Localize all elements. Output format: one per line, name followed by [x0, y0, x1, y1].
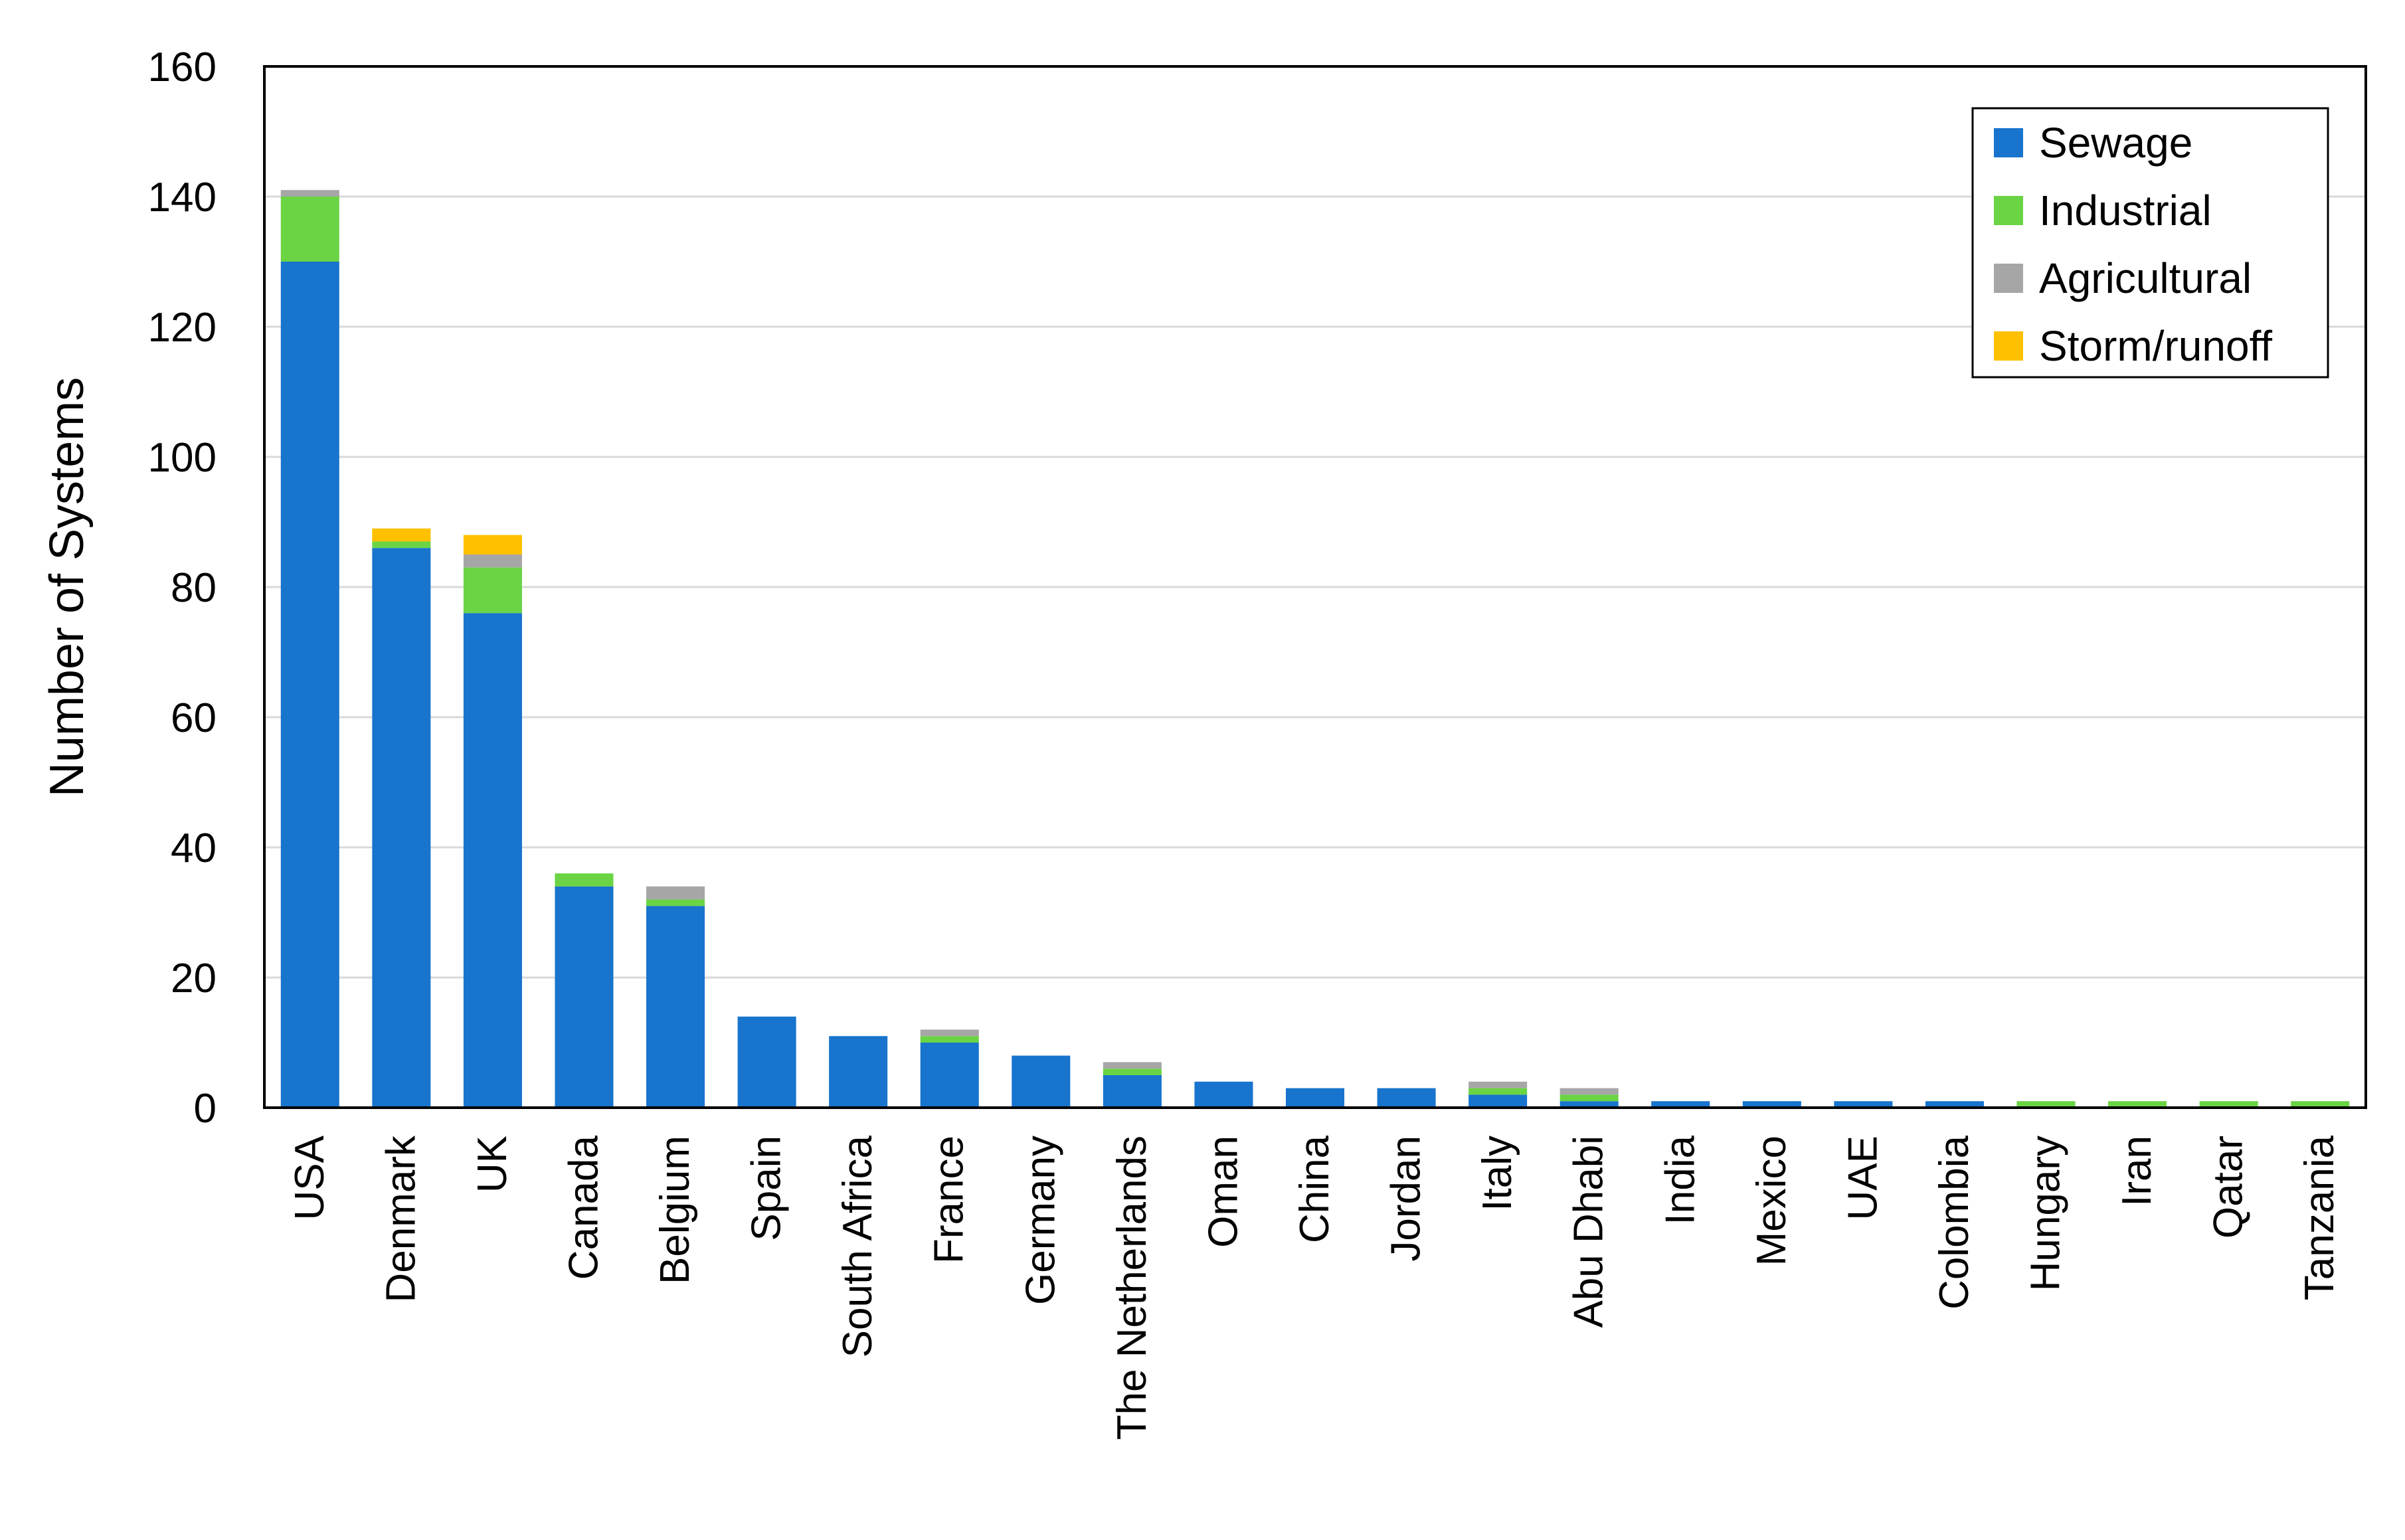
y-tick-label: 80: [171, 565, 217, 611]
bar-segment-industrial: [555, 873, 614, 887]
legend-swatch: [1994, 331, 2023, 361]
x-category-label: Mexico: [1749, 1136, 1795, 1266]
bar-segment-agricultural: [280, 190, 339, 197]
x-category-label: Germany: [1018, 1136, 1063, 1305]
legend-swatch: [1994, 196, 2023, 225]
bar-segment-storm-runoff: [372, 528, 431, 542]
x-category-label: UK: [470, 1136, 515, 1193]
y-tick-label: 100: [148, 435, 217, 481]
x-category-label: Iran: [2114, 1136, 2160, 1207]
legend-swatch: [1994, 128, 2023, 157]
bar-segment-industrial: [2108, 1101, 2167, 1108]
bar-segment-industrial: [646, 899, 705, 906]
legend: Sewage Industrial Agricultural Storm/runoff: [1971, 107, 2329, 379]
x-category-label: USA: [287, 1135, 333, 1220]
legend-swatch: [1994, 264, 2023, 293]
bar-segment-industrial: [2199, 1101, 2258, 1108]
bar-segment-sewage: [1651, 1101, 1710, 1108]
bar-segment-sewage: [1469, 1094, 1528, 1108]
bar-segment-sewage: [1742, 1101, 1801, 1108]
legend-label: Agricultural: [2039, 254, 2252, 302]
x-category-label: Qatar: [2206, 1136, 2252, 1239]
x-category-label: China: [1292, 1135, 1338, 1243]
x-category-label: Canada: [561, 1135, 606, 1280]
bar-segment-sewage: [1377, 1088, 1436, 1108]
bar-segment-sewage: [463, 613, 522, 1108]
plot-frame: [263, 65, 2367, 1109]
x-axis-labels: USA Denmark UK Canada Belgium Spain South Afri…: [287, 1135, 2343, 1440]
bar-segment-industrial: [2291, 1101, 2350, 1108]
bar-segment-agricultural: [1103, 1062, 1162, 1069]
x-category-label: Italy: [1474, 1136, 1520, 1211]
bar-segment-industrial: [1103, 1069, 1162, 1075]
bar-segment-industrial: [2016, 1101, 2076, 1108]
bar-segment-storm-runoff: [463, 535, 522, 555]
x-category-label: Belgium: [652, 1136, 698, 1284]
bar-segment-industrial: [280, 197, 339, 262]
bar-segment-industrial: [1559, 1094, 1619, 1102]
bar-segment-industrial: [1469, 1088, 1528, 1095]
bar-segment-agricultural: [646, 886, 705, 900]
x-category-label: Tanzania: [2297, 1135, 2343, 1300]
y-tick-label: 20: [171, 956, 217, 1001]
bar-segment-sewage: [1559, 1101, 1619, 1108]
x-category-label: The Netherlands: [1109, 1136, 1155, 1440]
bar-segment-agricultural: [1469, 1081, 1528, 1088]
y-tick-label: 0: [194, 1086, 217, 1132]
bar-segment-sewage: [646, 906, 705, 1108]
bars: [280, 190, 2350, 1108]
x-category-label: France: [927, 1136, 972, 1264]
legend-label: Industrial: [2039, 187, 2212, 234]
bar-segment-sewage: [1925, 1101, 1984, 1108]
x-category-label: UAE: [1840, 1136, 1886, 1220]
bar-segment-sewage: [829, 1036, 888, 1108]
bar-segment-agricultural: [920, 1029, 979, 1037]
bar-segment-industrial: [920, 1036, 979, 1043]
y-tick-label: 60: [171, 695, 217, 741]
x-category-label: Jordan: [1383, 1136, 1429, 1262]
y-tick-label: 120: [148, 305, 217, 351]
bar-segment-agricultural: [1559, 1088, 1619, 1095]
bar-segment-industrial: [463, 567, 522, 614]
bar-segment-sewage: [1834, 1101, 1893, 1108]
bar-segment-agricultural: [463, 555, 522, 568]
x-category-label: Hungary: [2023, 1136, 2069, 1291]
legend-label: Storm/runoff: [2039, 322, 2272, 370]
legend-box: [1971, 107, 2329, 379]
y-axis-title: Number of Systems: [41, 377, 94, 797]
bar-segment-sewage: [1285, 1088, 1345, 1108]
x-category-label: Abu Dhabi: [1566, 1136, 1612, 1328]
bar-segment-sewage: [280, 262, 339, 1108]
x-category-label: Oman: [1200, 1136, 1246, 1248]
legend-label: Sewage: [2039, 119, 2192, 167]
bar-segment-industrial: [372, 541, 431, 549]
y-tick-label: 40: [171, 825, 217, 871]
x-category-label: Spain: [744, 1136, 790, 1241]
bar-segment-sewage: [737, 1016, 796, 1108]
bar-segment-sewage: [555, 886, 614, 1108]
y-tick-label: 140: [148, 175, 217, 220]
bar-segment-sewage: [1103, 1075, 1162, 1108]
x-category-label: India: [1657, 1135, 1703, 1225]
x-category-label: Denmark: [378, 1135, 424, 1303]
y-axis-ticks: 0 20 40 60 80 100 120 140 160: [148, 44, 217, 1132]
x-category-label: Colombia: [1931, 1135, 1977, 1309]
bar-segment-sewage: [1194, 1081, 1253, 1108]
x-category-label: South Africa: [835, 1135, 881, 1357]
gridlines: [264, 195, 2366, 979]
bar-segment-sewage: [920, 1043, 979, 1108]
bar-segment-sewage: [1012, 1055, 1071, 1108]
bar-segment-sewage: [372, 548, 431, 1108]
y-tick-label: 160: [148, 44, 217, 90]
